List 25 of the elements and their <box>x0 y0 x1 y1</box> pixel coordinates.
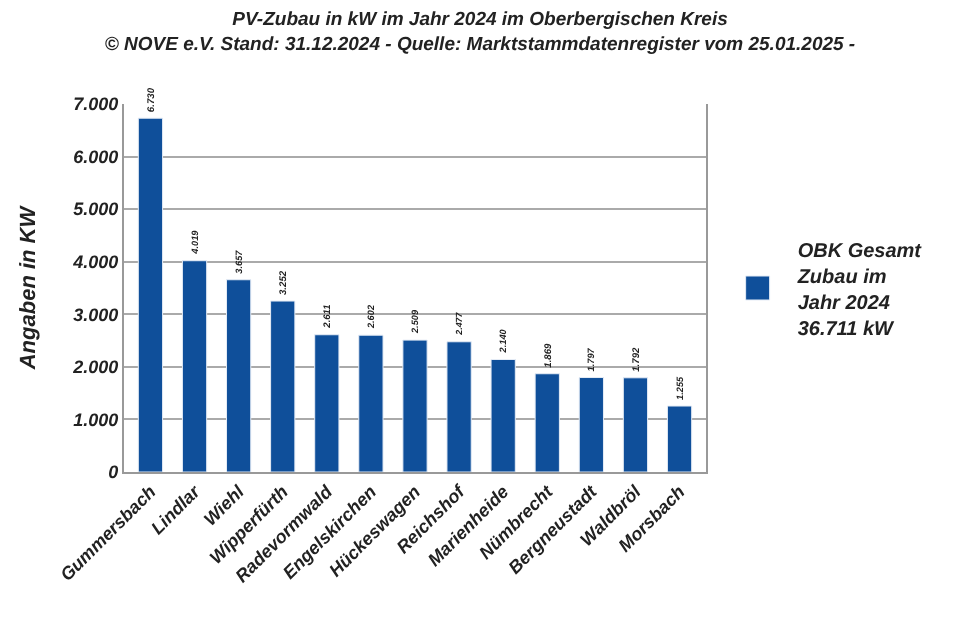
y-tick-label: 6.000 <box>73 146 119 167</box>
bar <box>534 373 560 472</box>
chart-title: PV-Zubau in kW im Jahr 2024 im Oberbergischen Kreis <box>232 9 728 32</box>
legend-label: OBK Gesamt Zubau im Jahr 2024 36.711 kW <box>795 240 923 341</box>
y-tick-label: 0 <box>108 462 119 483</box>
bar <box>402 339 428 472</box>
y-tick-label: 7.000 <box>73 94 119 115</box>
bar <box>137 117 164 472</box>
y-axis-title: Angaben in KW <box>16 203 41 372</box>
y-tick-label: 5.000 <box>73 199 119 220</box>
bar <box>358 334 384 472</box>
bar <box>490 359 516 472</box>
bar <box>181 260 208 472</box>
y-tick-label: 4.000 <box>71 252 119 273</box>
bar <box>622 377 649 472</box>
bar <box>314 334 340 472</box>
bar <box>666 405 693 472</box>
bar <box>226 279 252 472</box>
y-tick-label: 1.000 <box>73 409 119 430</box>
y-tick-label: 2.000 <box>71 357 119 378</box>
y-tick-label: 3.000 <box>73 304 119 325</box>
bar <box>578 377 604 472</box>
chart-subtitle: © NOVE e.V. Stand: 31.12.2024 - Quelle: Marktstammdatenregister vom 25.01.2025 - <box>104 33 856 56</box>
bar <box>446 341 472 472</box>
bar <box>270 300 296 472</box>
